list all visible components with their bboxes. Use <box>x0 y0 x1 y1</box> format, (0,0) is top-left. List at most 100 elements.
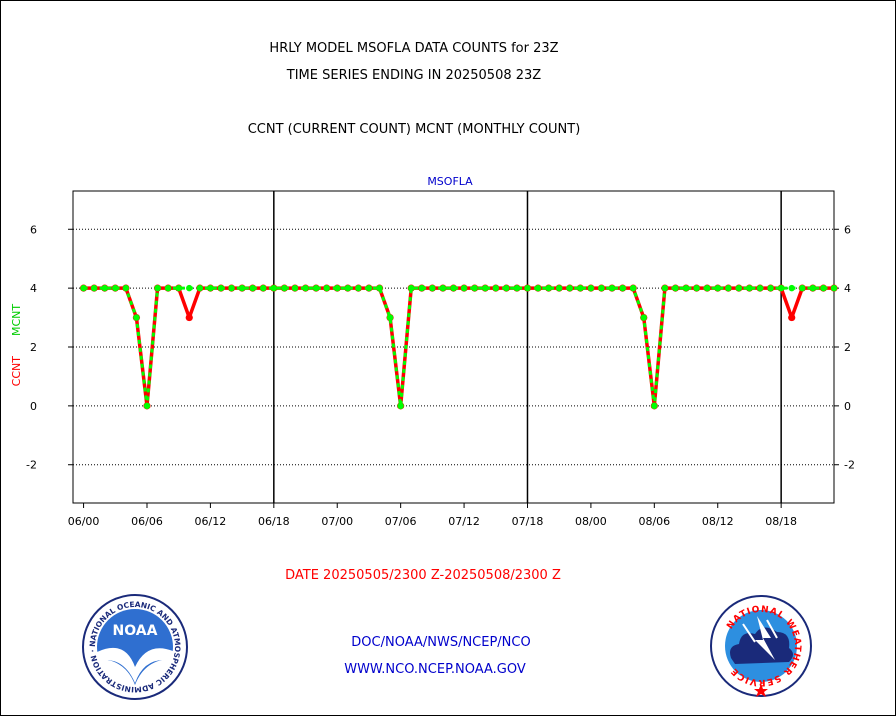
series-point-mcnt <box>238 284 246 292</box>
series-point-mcnt <box>376 284 383 292</box>
noaa-logo: NOAA NATIONAL OCEANIC AND ATMOSPHERIC AD… <box>82 594 188 700</box>
series-point-mcnt <box>143 402 151 410</box>
x-tick-label: 07/00 <box>321 515 353 528</box>
series-point-mcnt <box>608 284 616 292</box>
series-point-mcnt <box>598 284 605 292</box>
y-tick-label-right: 0 <box>844 400 851 413</box>
series-point-mcnt <box>471 284 478 292</box>
series-point-mcnt <box>651 402 658 410</box>
chart-title-line2: TIME SERIES ENDING IN 20250508 23Z <box>286 68 542 83</box>
noaa-logo-text: NOAA <box>113 623 158 639</box>
nco-org-link[interactable]: DOC/NOAA/NWS/NCEP/NCO <box>351 635 530 650</box>
series-point-mcnt <box>291 284 299 292</box>
x-tick-label: 06/12 <box>195 515 227 528</box>
series-point-mcnt <box>809 284 817 292</box>
nco-website-link[interactable]: WWW.NCO.NCEP.NOAA.GOV <box>344 662 526 677</box>
series-point-mcnt <box>418 284 425 292</box>
nws-star-icon <box>754 684 768 697</box>
series-point-mcnt <box>693 284 700 292</box>
y-tick-label-right: 6 <box>844 223 851 236</box>
y-tick-label-right: 2 <box>844 341 851 354</box>
series-point-mcnt <box>270 284 278 292</box>
series-point-mcnt <box>513 284 521 292</box>
station-label: MSOFLA <box>427 175 473 188</box>
series-point-mcnt <box>482 284 489 292</box>
series-point-mcnt <box>365 284 373 292</box>
series-point-mcnt <box>355 284 362 292</box>
series-point-mcnt <box>334 284 341 292</box>
series-point-mcnt <box>302 284 309 292</box>
series-point-mcnt <box>703 284 711 292</box>
series-point-mcnt <box>788 284 795 292</box>
y-tick-label: 2 <box>30 341 37 354</box>
series-point-mcnt <box>534 284 542 292</box>
series-point-mcnt <box>756 284 764 292</box>
y-tick-label-right: 4 <box>844 282 851 295</box>
series-point-mcnt <box>228 284 235 292</box>
plot-border <box>72 190 835 504</box>
series-point-mcnt <box>566 284 573 292</box>
series-point-mcnt <box>90 284 98 292</box>
series-point-mcnt <box>439 284 447 292</box>
series-point-mcnt <box>80 284 87 292</box>
series-point-mcnt <box>112 284 119 292</box>
chart-title-line1: HRLY MODEL MSOFLA DATA COUNTS for 23Z <box>269 41 558 56</box>
series-point-mcnt <box>196 284 204 292</box>
series-point-mcnt <box>323 284 330 292</box>
x-tick-label: 06/06 <box>131 515 163 528</box>
series-point-mcnt <box>767 284 774 292</box>
nws-logo: NATIONAL WEATHER SERVICE <box>710 595 812 697</box>
series-point-mcnt <box>460 284 468 292</box>
series-point-mcnt <box>820 284 827 292</box>
series-point-mcnt <box>587 284 595 292</box>
y-tick-label-right: -2 <box>844 459 855 472</box>
series-point-mcnt <box>661 284 669 292</box>
series-point-ccnt <box>185 313 193 322</box>
series-point-mcnt <box>344 284 352 292</box>
y-tick-label: 0 <box>30 400 37 413</box>
y-tick-label: -2 <box>26 459 37 472</box>
series-point-mcnt <box>503 284 510 292</box>
x-tick-label: 08/06 <box>638 515 670 528</box>
series-point-mcnt <box>672 284 679 292</box>
series-point-mcnt <box>207 284 214 292</box>
series-point-mcnt <box>154 284 161 292</box>
series-point-mcnt <box>164 284 172 292</box>
series-point-mcnt <box>217 284 225 292</box>
x-tick-label: 07/18 <box>512 515 544 528</box>
date-range: DATE 20250505/2300 Z-20250508/2300 Z <box>285 568 561 583</box>
series-point-mcnt <box>408 284 415 292</box>
y-label-mcnt: MCNT <box>10 304 23 336</box>
x-tick-label: 07/06 <box>385 515 417 528</box>
series-point-ccnt <box>788 313 796 322</box>
series-point-mcnt <box>629 284 637 292</box>
series-point-mcnt <box>450 284 457 292</box>
series-point-mcnt <box>122 284 130 292</box>
series-point-mcnt <box>830 284 838 292</box>
series-point-mcnt <box>619 284 626 292</box>
series-point-mcnt <box>260 284 267 292</box>
x-tick-label: 08/00 <box>575 515 607 528</box>
series-point-mcnt <box>640 314 647 321</box>
series-point-mcnt <box>682 284 690 292</box>
series-point-mcnt <box>746 284 753 292</box>
series-point-mcnt <box>175 284 182 292</box>
y-axis-label: CCNT MCNT <box>10 304 23 387</box>
series-point-mcnt <box>799 284 806 292</box>
series-point-mcnt <box>386 314 394 321</box>
series-point-mcnt <box>735 284 743 292</box>
series-point-mcnt <box>249 284 256 292</box>
y-tick-label: 6 <box>30 223 37 236</box>
series-point-mcnt <box>397 402 404 410</box>
series-point-mcnt <box>577 284 584 292</box>
series-point-mcnt <box>101 284 108 292</box>
series-point-mcnt <box>133 314 140 321</box>
x-tick-label: 06/18 <box>258 515 290 528</box>
series-point-mcnt <box>492 284 499 292</box>
series-point-mcnt <box>555 284 563 292</box>
series-point-mcnt <box>524 284 531 292</box>
series-point-mcnt <box>545 284 552 292</box>
y-tick-label: 4 <box>30 282 37 295</box>
